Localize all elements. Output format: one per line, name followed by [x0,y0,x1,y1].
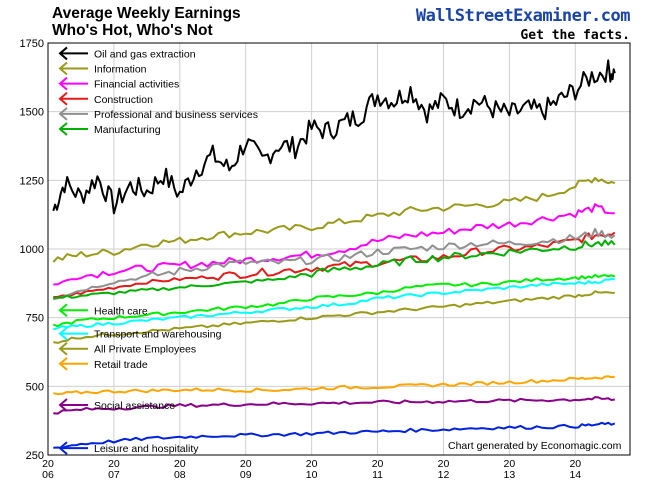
legend-arrow-head [58,341,68,356]
plot-frame [47,42,631,456]
x-tick-label-bottom: 08 [174,469,186,481]
x-tick-label-top: 20 [438,458,450,470]
legend-label: Transport and warehousing [94,329,222,341]
series-line [52,59,616,215]
legend-label: Social assistance [94,400,175,412]
brand-name: WallStreetExaminer.com [415,6,631,26]
x-tick-label-top: 20 [108,458,120,470]
legend-arrow-head [58,398,68,412]
legend-arrow-head [58,326,68,341]
legend-arrow-head [58,46,68,61]
series-line [53,231,616,299]
x-tick-label-top: 20 [504,458,516,470]
series-line [53,227,616,301]
chart-title-line2: Who's Hot, Who's Not [52,22,213,39]
series-line [52,176,616,263]
series-line [53,290,615,344]
legend-arrow-head [58,122,68,136]
chart-title: Average Weekly Earnings Who's Hot, Who's… [52,5,241,39]
legend-arrow-head [58,303,68,318]
x-tick-label-top: 20 [569,458,581,470]
y-tick-label: 750 [26,313,44,325]
series-line [52,278,615,331]
x-tick-label-bottom: 13 [504,469,516,481]
legend-label: Manufacturing [94,124,161,136]
series-line [52,273,616,328]
x-tick-label-top: 20 [240,458,252,470]
series-line [53,421,616,449]
x-tick-label-top: 20 [42,458,54,470]
legend-arrow-head [58,91,68,106]
chart-credit: Chart generated by Economagic.com [448,440,622,452]
brand-tagline: Get the facts. [520,28,630,43]
x-tick-label-top: 20 [174,458,186,470]
legend-label: Professional and business services [94,109,258,121]
series-line [53,203,615,286]
legend-label: Oil and gas extraction [94,48,196,60]
legend-label: Retail trade [94,359,148,371]
x-tick-label-bottom: 10 [306,469,318,481]
y-tick-label: 500 [26,381,44,393]
legend-label: Construction [94,94,153,106]
legend-arrow-head [58,441,68,455]
legend-arrow-head [58,61,68,76]
y-tick-label: 250 [26,450,44,462]
legend-label: All Private Employees [94,344,196,356]
y-tick-label: 1000 [20,244,44,256]
brand-logo: WallStreetExaminer.com Get the facts. [415,6,631,43]
series-line [53,396,615,415]
legend-label: Financial activities [94,79,179,91]
x-tick-label-bottom: 07 [108,469,120,481]
legend-label: Information [94,64,147,76]
x-tick-label-bottom: 06 [42,469,54,481]
series-line [53,375,615,396]
legend-arrow-head [58,357,68,371]
y-tick-label: 1250 [20,175,44,187]
x-tick-label-top: 20 [306,458,318,470]
legend-arrow-head [58,107,68,121]
x-tick-label-bottom: 09 [240,469,252,481]
chart-title-line1: Average Weekly Earnings [52,5,241,22]
x-tick-label-bottom: 14 [569,469,581,481]
legend-label: Health care [94,305,148,317]
y-tick-label: 1750 [20,38,44,50]
x-tick-label-bottom: 12 [438,469,450,481]
legend-label: Leisure and hospitality [94,443,199,455]
y-tick-label: 1500 [20,107,44,119]
series-line [53,239,616,300]
legend-arrow-head [58,76,68,91]
x-tick-label-top: 20 [372,458,384,470]
x-tick-label-bottom: 11 [372,469,383,481]
